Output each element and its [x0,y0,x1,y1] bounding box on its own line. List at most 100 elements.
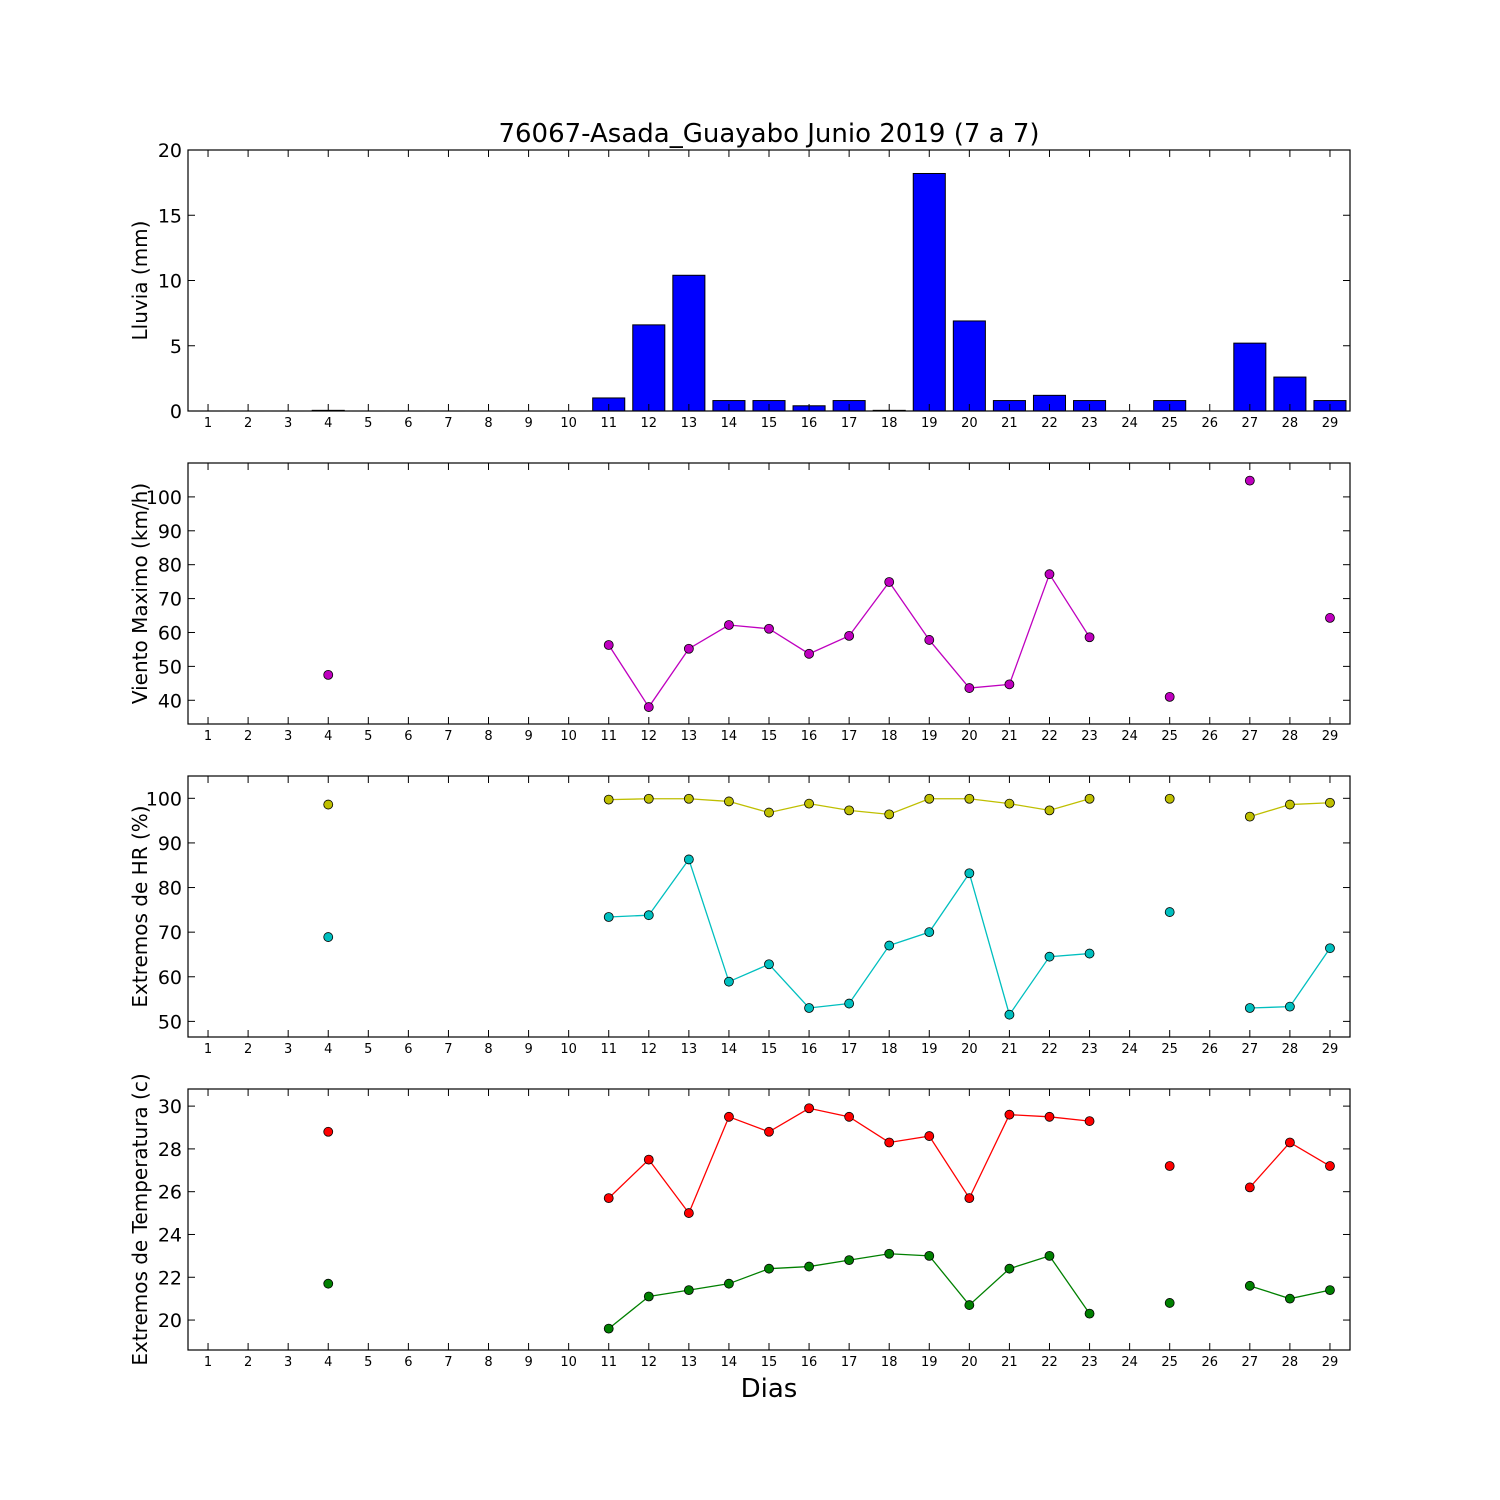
y-tick-label: 28 [158,1139,182,1161]
x-tick-label: 1 [204,1042,212,1057]
series-2-point-day-18 [884,1248,895,1259]
x-tick-label: 21 [1001,416,1018,431]
x-tick-label: 29 [1322,729,1339,744]
y-tick-label: 60 [158,622,182,644]
y-axis-label: Extremos de Temperatura (c) [128,1073,152,1365]
x-tick-label: 22 [1041,416,1058,431]
series-2-point-day-21 [1004,1263,1015,1274]
series-1-point-day-28 [1284,799,1295,810]
x-tick-label: 27 [1242,416,1259,431]
series-2-point-day-13 [683,854,694,865]
y-tick-label: 26 [158,1182,182,1204]
series-2-point-day-21 [1004,1009,1015,1020]
series-1-point-day-11 [603,794,614,805]
series-1-point-day-29 [1325,797,1335,808]
series-1-point-day-23 [1084,632,1095,643]
x-tick-label: 28 [1282,416,1299,431]
series-2-line [608,858,1090,1017]
bar-day-13 [672,274,706,412]
x-tick-label: 2 [244,416,252,431]
x-tick-label: 15 [761,416,778,431]
x-tick-label: 20 [961,416,978,431]
x-tick-label: 24 [1121,1042,1138,1057]
bar-day-20 [952,320,986,412]
x-tick-label: 6 [404,1042,412,1057]
x-tick-label: 19 [921,1042,938,1057]
x-tick-label: 5 [364,729,372,744]
x-tick-label: 29 [1322,416,1339,431]
x-tick-label: 11 [600,1355,617,1370]
x-tick-label: 19 [921,729,938,744]
x-tick-label: 26 [1201,1042,1218,1057]
x-tick-label: 5 [364,1355,372,1370]
series-1-point-day-25 [1164,691,1175,702]
x-tick-label: 1 [204,416,212,431]
series-1-point-day-23 [1084,1116,1095,1126]
x-tick-label: 6 [404,416,412,431]
y-tick-label: 100 [146,788,182,810]
series-1-point-day-29 [1325,613,1335,623]
series-2-point-day-29 [1325,943,1335,954]
x-tick-label: 9 [524,416,532,431]
x-tick-label: 1 [204,729,212,744]
series-2-point-day-27 [1244,1280,1255,1291]
x-tick-label: 9 [524,1042,532,1057]
x-tick-label: 17 [841,416,858,431]
y-axis-label: Lluvia (mm) [128,221,152,341]
series-2-point-day-12 [643,910,654,921]
x-tick-label: 22 [1041,1355,1058,1370]
x-tick-label: 7 [444,416,452,431]
series-2-point-day-15 [764,1263,774,1274]
series-2-point-day-20 [964,868,975,879]
series-2-point-day-12 [643,1291,654,1302]
x-tick-label: 15 [761,1042,778,1057]
x-tick-label: 26 [1201,1355,1218,1370]
x-tick-label: 18 [881,416,898,431]
series-1-point-day-27 [1244,811,1255,822]
series-2-point-day-11 [603,1323,614,1334]
y-tick-label: 70 [158,589,182,611]
x-tick-label: 18 [881,1355,898,1370]
x-tick-label: 14 [721,729,738,744]
x-tick-label: 16 [801,729,818,744]
series-2-point-day-11 [603,912,614,922]
x-tick-label: 12 [641,416,658,431]
x-tick-label: 12 [641,1355,658,1370]
x-tick-label: 10 [560,416,577,431]
series-1-point-day-13 [683,643,694,654]
series-2-point-day-28 [1284,1293,1295,1304]
x-tick-label: 3 [284,416,292,431]
y-tick-label: 20 [158,140,182,162]
series-1-point-day-20 [964,683,975,693]
x-tick-label: 11 [600,416,617,431]
series-2-point-day-23 [1084,948,1095,959]
series-2-point-day-22 [1044,951,1055,962]
y-tick-label: 20 [158,1310,182,1332]
y-tick-label: 22 [158,1267,182,1289]
figure-title: 76067-Asada_Guayabo Junio 2019 (7 a 7) [498,119,1039,149]
x-tick-label: 27 [1242,1042,1259,1057]
x-tick-label: 28 [1282,1355,1299,1370]
x-tick-label: 16 [801,416,818,431]
x-tick-label: 23 [1081,1042,1098,1057]
series-2-point-day-4 [323,932,334,942]
y-tick-label: 90 [158,521,182,543]
x-tick-label: 25 [1161,416,1178,431]
x-tick-label: 3 [284,729,292,744]
x-tick-label: 27 [1242,1355,1259,1370]
x-tick-label: 2 [244,1355,252,1370]
x-tick-label: 23 [1081,1355,1098,1370]
x-tick-label: 18 [881,1042,898,1057]
series-2-point-day-19 [924,927,935,938]
y-tick-label: 80 [158,555,182,577]
series-1-point-day-11 [603,1193,614,1204]
x-tick-label: 19 [921,416,938,431]
y-tick-label: 24 [158,1224,182,1246]
y-tick-label: 5 [170,336,182,358]
x-tick-label: 23 [1081,729,1098,744]
x-tick-label: 21 [1001,1042,1018,1057]
y-tick-label: 60 [158,967,182,989]
x-tick-label: 22 [1041,729,1058,744]
